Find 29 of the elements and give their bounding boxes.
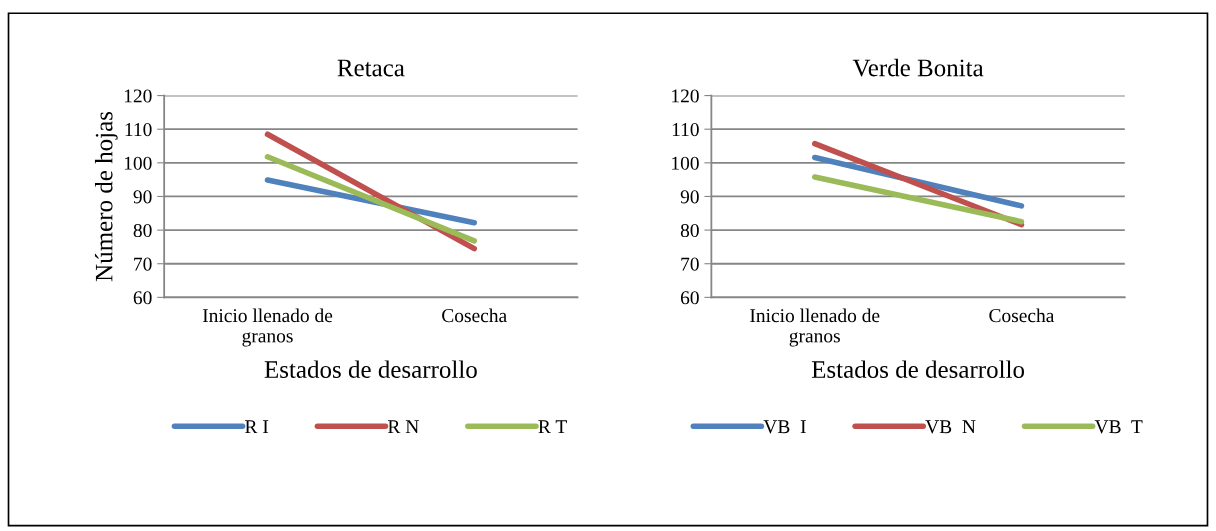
legend-label: R N [387, 420, 419, 434]
x-tick-label: Cosecha [442, 308, 507, 323]
x-tick-label: Inicio llenado de granos [202, 308, 333, 347]
chart-title: Verde Bonita [852, 58, 984, 77]
x-axis-title: Estados de desarrollo [264, 360, 477, 378]
y-tick-label: 60 [680, 291, 699, 305]
legend-label: R T [538, 420, 567, 434]
y-axis-title: Número de hojas [94, 111, 118, 282]
y-tick-label: 120 [672, 89, 699, 103]
y-tick-label: 80 [133, 223, 152, 238]
y-tick-label: 100 [124, 156, 152, 170]
y-tick-label: 80 [680, 223, 699, 238]
legend-label: VB I [763, 420, 806, 434]
legend-label: R I [245, 420, 269, 434]
y-tick-label: 90 [680, 190, 699, 204]
y-tick-label: 90 [133, 190, 152, 204]
x-axis-title: Estados de desarrollo [811, 360, 1025, 378]
y-tick-label: 120 [124, 89, 152, 103]
legend-label: VB T [1094, 420, 1143, 434]
x-tick-label: Cosecha [989, 308, 1055, 323]
y-tick-label: 100 [672, 156, 699, 170]
y-tick-label: 70 [681, 257, 699, 271]
y-tick-label: 70 [134, 257, 152, 271]
y-tick-label: 110 [672, 123, 699, 137]
x-tick-label: Inicio llenado de granos [750, 308, 880, 347]
y-tick-label: 60 [133, 291, 152, 305]
legend-label: VB N [925, 420, 976, 434]
y-tick-label: 110 [125, 123, 152, 137]
chart-title: Retaca [337, 59, 405, 77]
